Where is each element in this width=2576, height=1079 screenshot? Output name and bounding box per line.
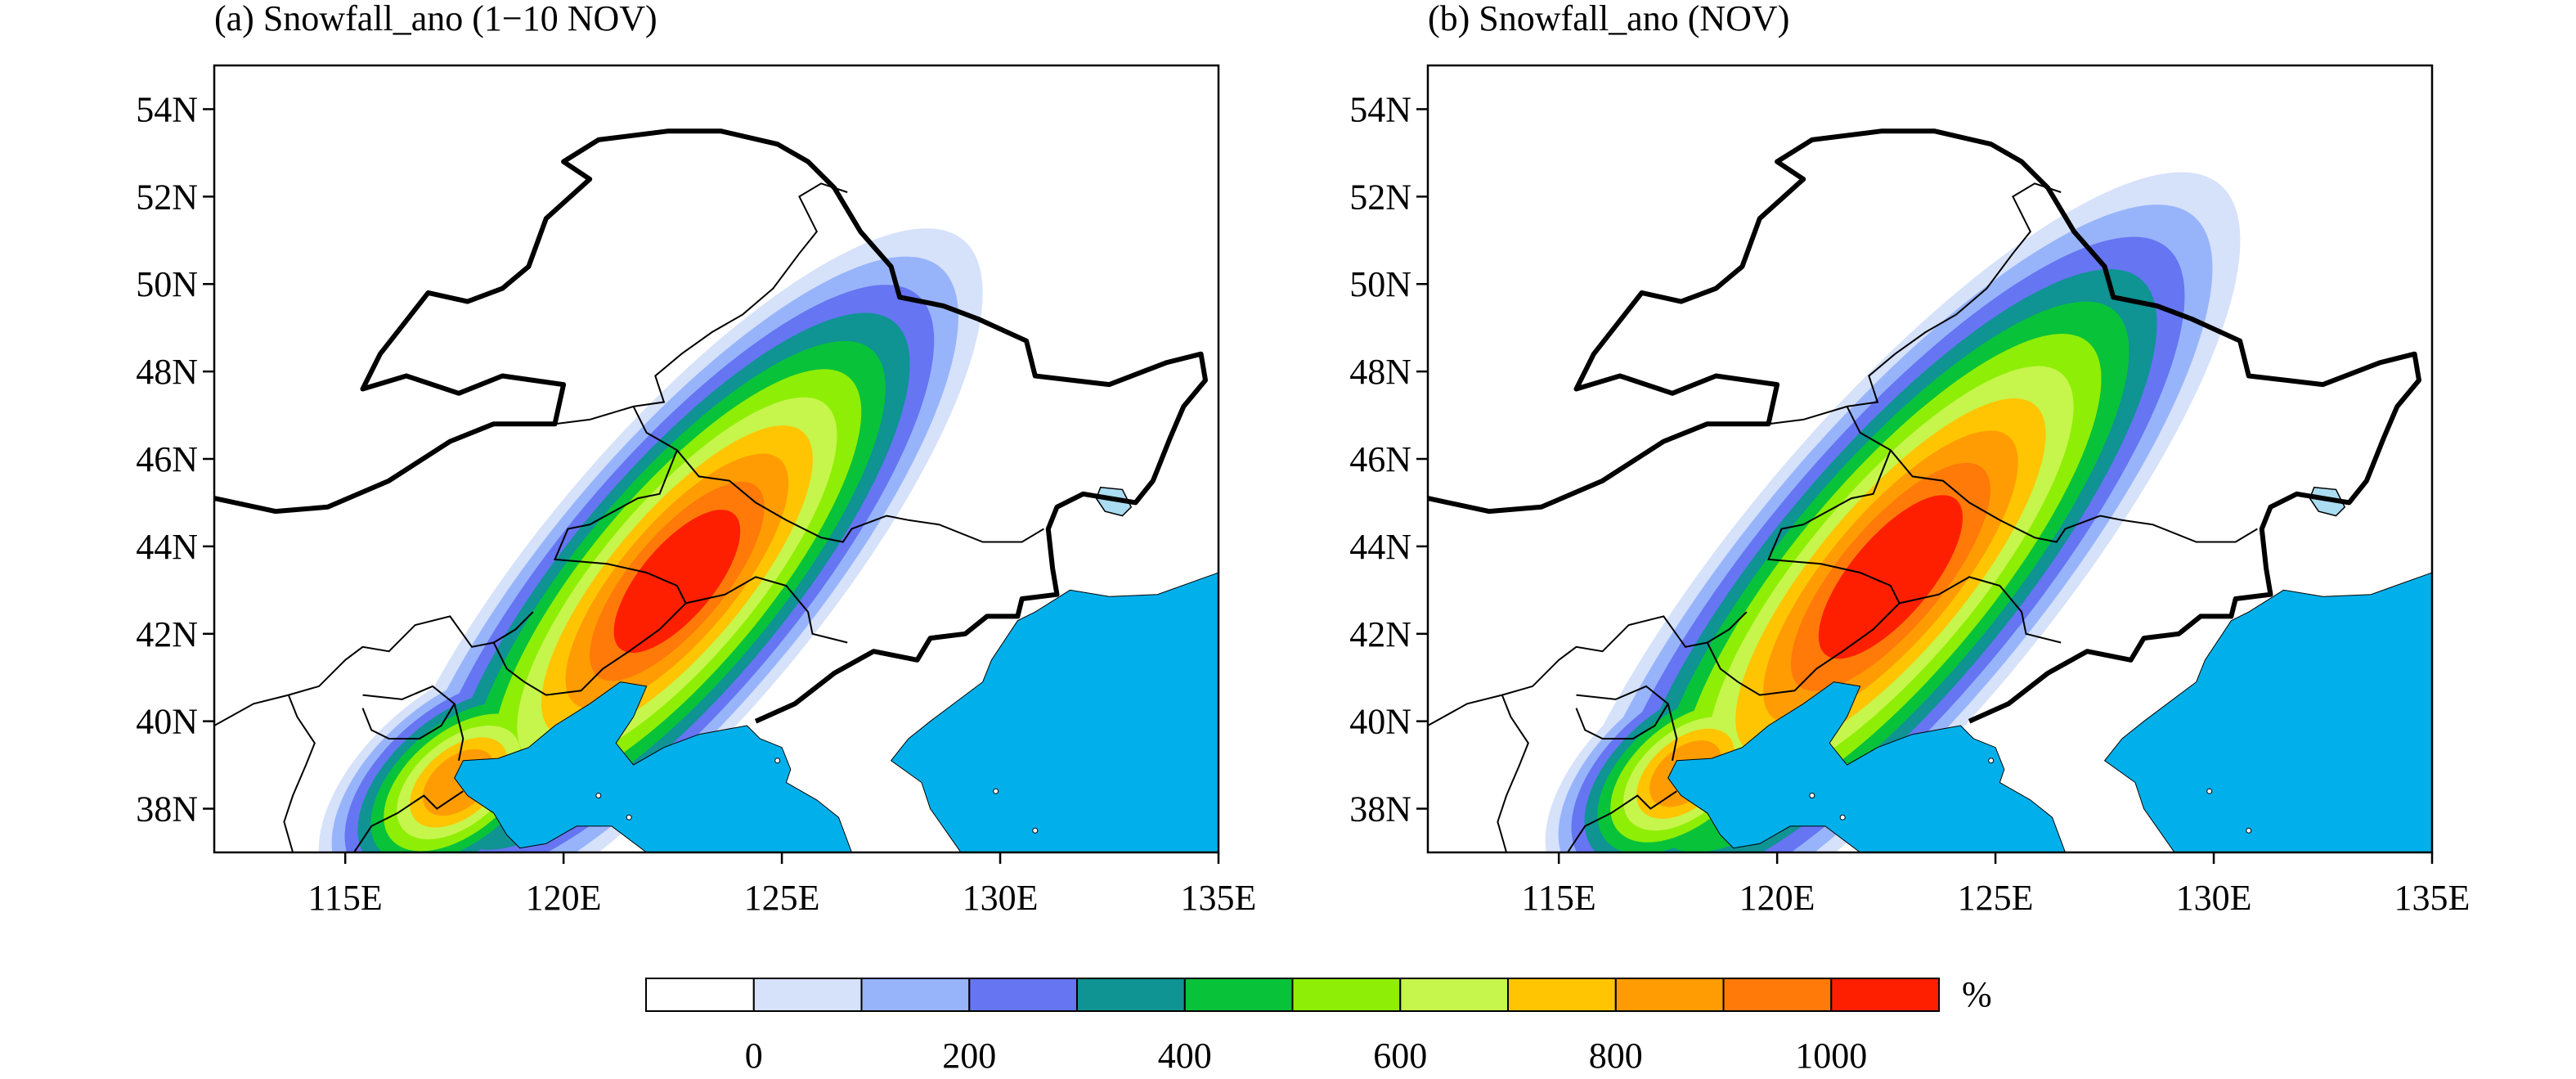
lat-tick-label: 50N [1349,264,1411,304]
province-border-6 [361,685,456,740]
province-border-0 [1768,182,2062,425]
island-4 [993,788,999,794]
lon-tick-label: 130E [963,878,1039,918]
island-4 [2206,788,2213,794]
colorbar-swatch-800 [1507,978,1617,1012]
island-0 [1809,793,1815,798]
snowfall-anomaly-field [1541,172,2241,852]
province-border-3 [1899,576,2062,644]
colorbar: 0 200 400 600 800 1000% [645,974,1992,1076]
map-panel-b: (b) Snowfall_ano (NOV) 38N 40N 42N 44N 46N 48N… [1349,0,2471,918]
lat-tick-label: 52N [136,177,198,217]
lon-tick-label: 120E [526,878,602,918]
colorbar-swatch-900 [1614,978,1725,1012]
lat-tick-label: 46N [1349,439,1411,479]
colorbar-swatch-300 [968,978,1079,1012]
province-border-0 [554,182,848,425]
province-border-2 [492,449,687,696]
colorbar-unit: % [1962,974,1992,1014]
island-3 [2246,827,2252,834]
island-3 [1032,827,1039,834]
colorbar-swatch-600 [1291,978,1402,1012]
colorbar-swatch-1100 [1830,978,1941,1012]
lat-tick-label: 46N [136,439,198,479]
island-2 [774,758,781,764]
province-border-1 [632,406,1044,543]
lat-tick-label: 54N [136,89,198,129]
island-2 [1988,758,1995,764]
colorbar-swatch-400 [1076,978,1186,1012]
province-border-4 [1428,615,1708,726]
lon-tick-label: 125E [744,878,820,918]
province-border-8 [353,790,464,852]
lon-tick-label: 135E [2394,878,2471,918]
province-border-2 [1706,449,1901,696]
lat-tick-label: 52N [1349,177,1411,217]
sea-area [454,572,1218,852]
province-border-4 [214,615,494,726]
colorbar-label: 1000 [1795,1036,1867,1076]
colorbar-label: 800 [1589,1036,1643,1076]
lat-tick-label: 48N [1349,352,1411,392]
lon-tick-label: 130E [2176,878,2252,918]
colorbar-label: 0 [745,1036,763,1076]
province-border-6 [1575,685,1670,740]
panel-title: (a) Snowfall_ano (1−10 NOV) [214,0,657,38]
lat-tick-label: 50N [136,264,198,304]
lat-tick-label: 48N [136,352,198,392]
province-border-8 [1567,790,1677,852]
lon-tick-label: 120E [1739,878,1815,918]
anomaly-contour-1100 [1818,495,1963,659]
lat-tick-label: 44N [1349,527,1411,567]
national-border [1428,128,2421,724]
colorbar-swatch-1000 [1722,978,1833,1012]
lat-tick-label: 40N [136,702,198,742]
map-panel-a: (a) Snowfall_ano (1−10 NOV) 38N 40N 42N 44N 4… [136,0,1257,918]
province-border-3 [685,576,848,644]
colorbar-swatch-0 [645,978,755,1012]
province-border-7 [453,704,464,761]
island-1 [626,814,632,820]
lon-tick-label: 115E [1522,878,1596,918]
snowfall-anomaly-field [318,228,983,852]
lat-tick-label: 44N [136,527,198,567]
province-border-5 [283,695,316,852]
province-border-5 [1497,695,1529,852]
sea-area [1667,572,2432,852]
colorbar-swatch-700 [1399,978,1510,1012]
lon-tick-label: 135E [1181,878,1257,918]
colorbar-swatch-100 [752,978,863,1012]
lon-tick-label: 125E [1958,878,2034,918]
lat-tick-label: 38N [1349,789,1411,829]
colorbar-swatch-500 [1183,978,1294,1012]
island-1 [1839,814,1846,820]
lat-tick-label: 42N [1349,614,1411,654]
colorbar-label: 400 [1158,1036,1212,1076]
panel-title: (b) Snowfall_ano (NOV) [1428,0,1789,38]
colorbar-label: 600 [1373,1036,1427,1076]
national-border [214,128,1208,724]
lat-tick-label: 42N [136,614,198,654]
anomaly-contour-1100 [613,510,741,654]
province-border-1 [1846,406,2258,543]
colorbar-label: 200 [942,1036,996,1076]
lat-tick-label: 38N [136,789,198,829]
lat-tick-label: 54N [1349,89,1411,129]
lat-tick-label: 40N [1349,702,1411,742]
province-border-7 [1667,704,1678,761]
lon-tick-label: 115E [308,878,383,918]
colorbar-swatch-200 [860,978,971,1012]
island-0 [595,793,602,798]
